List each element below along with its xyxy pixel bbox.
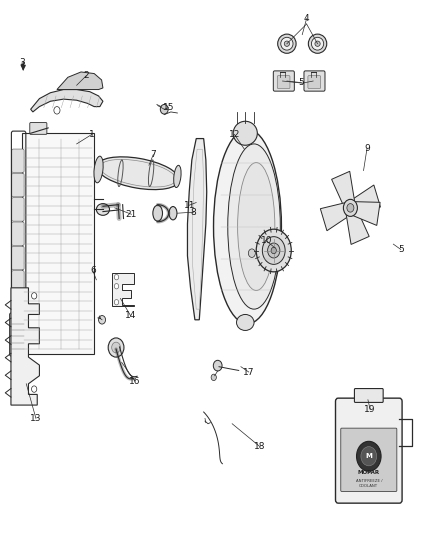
Text: 11: 11 [184, 201, 195, 209]
Circle shape [343, 199, 357, 216]
Ellipse shape [237, 163, 275, 290]
Circle shape [256, 229, 291, 272]
Ellipse shape [94, 156, 103, 183]
Polygon shape [320, 202, 352, 231]
FancyBboxPatch shape [10, 313, 25, 356]
Polygon shape [11, 288, 39, 405]
FancyBboxPatch shape [12, 198, 24, 221]
Circle shape [248, 249, 255, 257]
Text: 10: 10 [261, 237, 272, 245]
Polygon shape [187, 139, 207, 320]
Circle shape [160, 104, 168, 114]
FancyBboxPatch shape [273, 71, 294, 91]
Ellipse shape [281, 37, 293, 50]
Circle shape [213, 360, 222, 371]
Text: 9: 9 [364, 144, 370, 152]
Circle shape [114, 274, 119, 280]
FancyBboxPatch shape [12, 295, 24, 318]
FancyBboxPatch shape [308, 76, 321, 88]
Text: 8: 8 [191, 208, 197, 216]
Text: 19: 19 [364, 405, 376, 414]
Ellipse shape [315, 41, 320, 46]
FancyBboxPatch shape [336, 398, 402, 503]
Polygon shape [57, 72, 103, 90]
Circle shape [99, 316, 106, 324]
Circle shape [262, 237, 285, 264]
Circle shape [114, 284, 119, 289]
Circle shape [32, 293, 37, 299]
Text: 18: 18 [254, 442, 265, 450]
Ellipse shape [278, 34, 296, 53]
Polygon shape [332, 171, 355, 210]
Bar [22, 133, 94, 354]
Text: 5: 5 [298, 78, 304, 87]
Text: COOLANT: COOLANT [359, 484, 378, 488]
Circle shape [347, 204, 354, 212]
FancyBboxPatch shape [12, 173, 24, 197]
Circle shape [361, 447, 377, 466]
Text: 4: 4 [304, 14, 309, 23]
Circle shape [271, 247, 276, 254]
FancyBboxPatch shape [12, 319, 24, 343]
FancyBboxPatch shape [12, 149, 24, 173]
Text: 1: 1 [89, 130, 95, 139]
FancyBboxPatch shape [12, 222, 24, 245]
Text: 7: 7 [150, 150, 156, 159]
Circle shape [268, 243, 280, 258]
Text: 2: 2 [84, 71, 89, 80]
Ellipse shape [169, 206, 177, 220]
Ellipse shape [96, 204, 110, 215]
Ellipse shape [237, 314, 254, 330]
Polygon shape [31, 90, 103, 112]
Polygon shape [112, 273, 134, 306]
Text: 3: 3 [19, 59, 25, 67]
FancyBboxPatch shape [30, 123, 47, 134]
Text: ANTIFREEZE /: ANTIFREEZE / [356, 479, 382, 483]
Circle shape [357, 441, 381, 471]
Ellipse shape [233, 122, 257, 146]
Ellipse shape [284, 41, 290, 46]
Polygon shape [349, 185, 381, 214]
FancyBboxPatch shape [354, 389, 383, 402]
Ellipse shape [308, 34, 327, 53]
Text: M: M [365, 453, 372, 459]
FancyBboxPatch shape [341, 428, 397, 491]
Circle shape [112, 342, 120, 353]
Text: 6: 6 [90, 266, 96, 275]
FancyBboxPatch shape [12, 246, 24, 270]
Text: 13: 13 [30, 414, 42, 423]
Circle shape [108, 338, 124, 357]
Ellipse shape [97, 157, 179, 190]
Text: 15: 15 [163, 103, 174, 112]
Ellipse shape [153, 205, 162, 221]
Circle shape [211, 374, 216, 381]
Ellipse shape [311, 37, 324, 50]
Text: 12: 12 [229, 130, 240, 139]
Ellipse shape [174, 165, 181, 188]
FancyBboxPatch shape [277, 76, 290, 88]
Text: 17: 17 [243, 368, 254, 376]
Text: 5: 5 [398, 245, 404, 254]
Text: 21: 21 [126, 210, 137, 219]
FancyBboxPatch shape [12, 271, 24, 294]
Ellipse shape [213, 130, 281, 324]
Polygon shape [350, 201, 380, 225]
Polygon shape [346, 206, 369, 245]
FancyBboxPatch shape [304, 71, 325, 91]
Text: 14: 14 [125, 311, 136, 320]
Text: 16: 16 [129, 377, 141, 385]
Circle shape [32, 386, 37, 392]
Circle shape [54, 107, 60, 114]
Ellipse shape [228, 144, 280, 309]
Text: MOPAR: MOPAR [358, 470, 380, 475]
Circle shape [114, 300, 119, 305]
